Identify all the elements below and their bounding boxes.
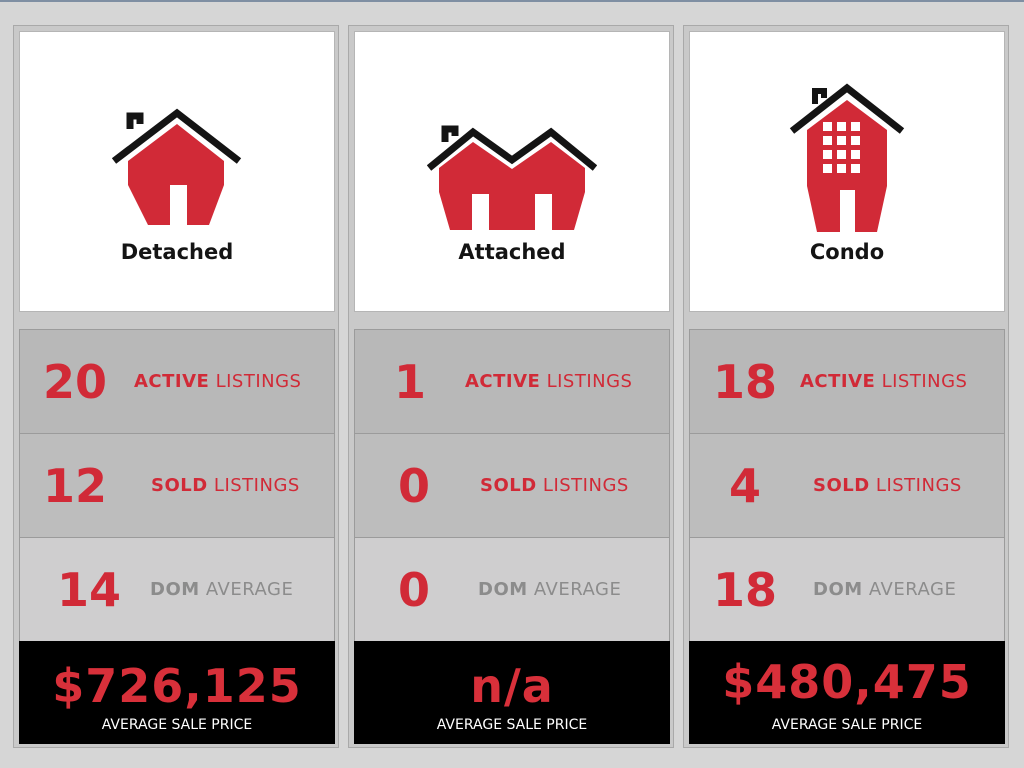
sold-count: 0 — [397, 459, 430, 513]
dom-value: 0 — [397, 563, 430, 617]
dom-value: 14 — [56, 563, 121, 617]
dom-average-label: DOM AVERAGE — [813, 579, 957, 600]
sold-listings-label: SOLD LISTINGS — [151, 475, 300, 496]
category-title: Condo — [809, 240, 885, 264]
average-sale-price-panel: n/a AVERAGE SALE PRICE — [354, 641, 670, 744]
column-condo: Condo 18 ACTIVE LISTINGS 4 SOLD LISTINGS… — [683, 25, 1009, 748]
dom-average-label: DOM AVERAGE — [478, 579, 622, 600]
dom-average-row: 18 DOM AVERAGE — [689, 537, 1005, 641]
sold-listings-row: 12 SOLD LISTINGS — [19, 433, 335, 537]
active-listings-label: ACTIVE LISTINGS — [465, 371, 633, 392]
top-border — [0, 0, 1024, 2]
active-count: 1 — [393, 355, 426, 409]
condo-building-icon — [789, 83, 905, 232]
average-sale-price-panel: $480,475 AVERAGE SALE PRICE — [689, 641, 1005, 744]
dom-average-row: 0 DOM AVERAGE — [354, 537, 670, 641]
category-title: Attached — [458, 240, 566, 264]
sold-count: 4 — [728, 459, 761, 513]
average-sale-price-value: n/a — [470, 659, 554, 713]
active-listings-label: ACTIVE LISTINGS — [800, 371, 968, 392]
sold-listings-row: 4 SOLD LISTINGS — [689, 433, 1005, 537]
active-count: 18 — [712, 355, 777, 409]
active-listings-row: 18 ACTIVE LISTINGS — [689, 329, 1005, 433]
average-sale-price-value: $480,475 — [722, 655, 972, 709]
sold-listings-label: SOLD LISTINGS — [813, 475, 962, 496]
sold-listings-label: SOLD LISTINGS — [480, 475, 629, 496]
active-listings-label: ACTIVE LISTINGS — [134, 371, 302, 392]
dom-average-label: DOM AVERAGE — [150, 579, 294, 600]
category-card-detached: Detached — [19, 31, 335, 312]
dom-average-row: 14 DOM AVERAGE — [19, 537, 335, 641]
sold-listings-row: 0 SOLD LISTINGS — [354, 433, 670, 537]
detached-house-icon — [112, 108, 242, 225]
active-listings-row: 1 ACTIVE LISTINGS — [354, 329, 670, 433]
attached-house-icon — [427, 125, 597, 230]
average-sale-price-label: AVERAGE SALE PRICE — [101, 717, 253, 733]
category-title: Detached — [120, 240, 234, 264]
column-detached: Detached 20 ACTIVE LISTINGS 12 SOLD LIST… — [13, 25, 339, 748]
dom-value: 18 — [712, 563, 777, 617]
active-listings-row: 20 ACTIVE LISTINGS — [19, 329, 335, 433]
average-sale-price-value: $726,125 — [52, 659, 302, 713]
column-attached: Attached 1 ACTIVE LISTINGS 0 SOLD LISTIN… — [348, 25, 674, 748]
average-sale-price-label: AVERAGE SALE PRICE — [771, 717, 923, 733]
category-card-condo: Condo — [689, 31, 1005, 312]
category-card-attached: Attached — [354, 31, 670, 312]
sold-count: 12 — [42, 459, 107, 513]
active-count: 20 — [42, 355, 107, 409]
average-sale-price-label: AVERAGE SALE PRICE — [436, 717, 588, 733]
average-sale-price-panel: $726,125 AVERAGE SALE PRICE — [19, 641, 335, 744]
